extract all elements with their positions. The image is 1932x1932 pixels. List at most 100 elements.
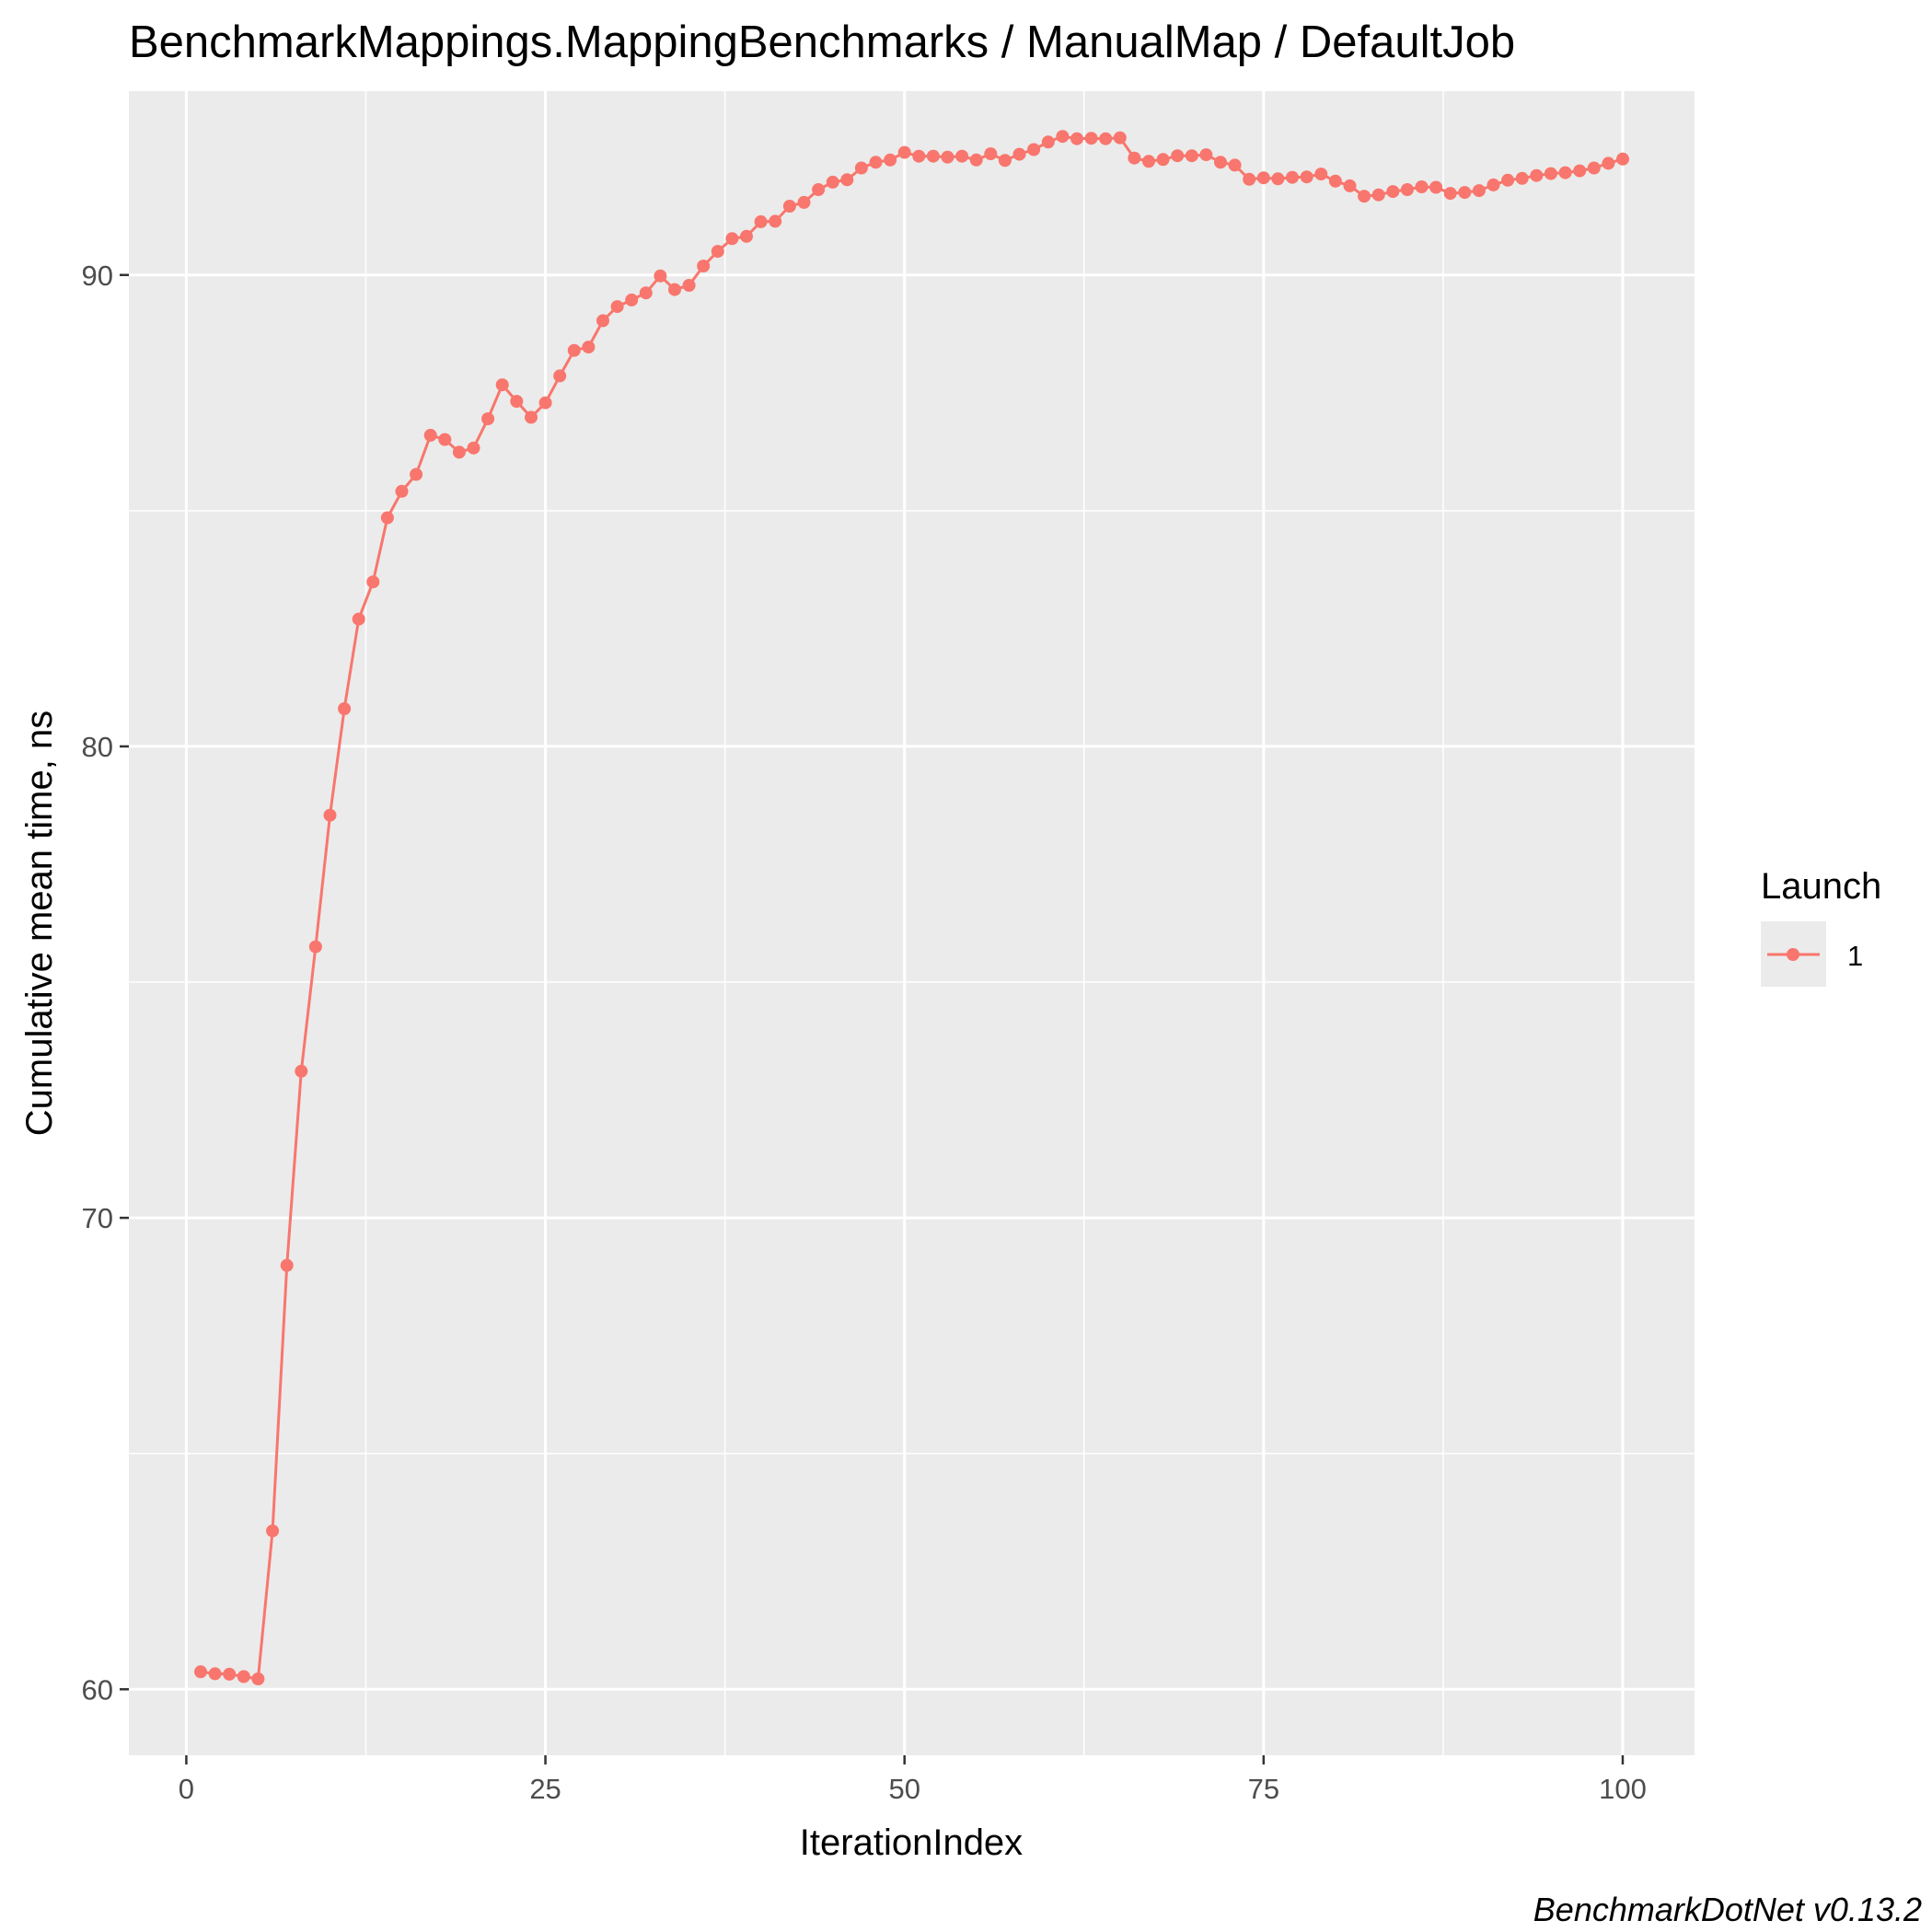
data-point xyxy=(567,343,581,357)
data-point xyxy=(553,369,567,383)
data-point xyxy=(754,214,768,228)
data-point xyxy=(740,229,753,243)
data-point xyxy=(380,511,394,525)
data-point xyxy=(237,1670,250,1683)
data-point xyxy=(1602,156,1615,170)
data-point xyxy=(1070,132,1083,145)
data-point xyxy=(610,300,624,314)
legend: Launch 1 xyxy=(1761,866,1881,987)
data-point xyxy=(495,378,509,392)
series-line-group xyxy=(200,134,1624,1681)
data-point xyxy=(697,260,711,272)
data-point xyxy=(251,1672,265,1685)
data-point xyxy=(1228,158,1242,172)
x-axis-title: IterationIndex xyxy=(800,1822,1023,1863)
data-point xyxy=(481,412,495,425)
data-point xyxy=(1530,168,1544,182)
data-point xyxy=(625,293,639,307)
major-gridlines xyxy=(129,91,1695,1755)
data-point xyxy=(711,245,724,259)
data-point xyxy=(1386,185,1400,199)
data-point xyxy=(1113,131,1127,145)
data-point xyxy=(410,468,423,481)
data-point xyxy=(1558,166,1572,179)
data-point xyxy=(1472,184,1486,198)
data-point xyxy=(1371,188,1385,202)
data-point xyxy=(280,1258,294,1272)
data-point xyxy=(1214,156,1227,169)
data-point xyxy=(423,428,437,442)
data-point xyxy=(1199,148,1213,162)
y-axis: 60 70 80 90 xyxy=(82,260,129,1706)
data-point xyxy=(782,200,796,213)
data-point xyxy=(1128,151,1141,165)
data-point xyxy=(969,153,983,167)
data-point xyxy=(1415,180,1429,193)
data-point xyxy=(1041,135,1055,149)
data-point xyxy=(1343,179,1357,192)
data-point xyxy=(998,154,1012,168)
data-point xyxy=(467,441,480,455)
caption: BenchmarkDotNet v0.13.2 xyxy=(1533,1891,1922,1928)
x-tick-label: 25 xyxy=(529,1773,561,1805)
data-point xyxy=(1012,147,1026,161)
x-tick-label: 75 xyxy=(1248,1773,1279,1805)
data-point xyxy=(812,183,826,196)
data-point xyxy=(438,433,452,446)
data-point xyxy=(223,1667,237,1681)
data-point xyxy=(1300,170,1313,184)
data-point xyxy=(1515,171,1529,185)
data-point xyxy=(869,156,883,169)
data-point xyxy=(1099,132,1113,145)
minor-gridlines xyxy=(129,91,1695,1755)
data-point xyxy=(208,1667,222,1681)
y-tick-label: 70 xyxy=(82,1202,113,1234)
data-point xyxy=(295,1064,308,1078)
data-point xyxy=(1587,161,1601,175)
data-point xyxy=(984,147,998,161)
data-point xyxy=(1443,187,1457,201)
data-point xyxy=(366,575,380,589)
data-point xyxy=(352,612,365,626)
data-point xyxy=(668,283,681,296)
chart-title: BenchmarkMappings.MappingBenchmarks / Ma… xyxy=(129,17,1515,67)
legend-key-point xyxy=(1787,948,1799,961)
data-point xyxy=(1243,172,1256,186)
data-points-group xyxy=(194,130,1629,1685)
x-axis: 0 25 50 75 100 xyxy=(179,1755,1647,1805)
data-point xyxy=(725,232,739,246)
data-point xyxy=(682,279,696,292)
data-point xyxy=(854,161,868,175)
data-point xyxy=(1487,178,1500,191)
data-point xyxy=(1328,174,1342,188)
data-point xyxy=(955,149,969,163)
data-point xyxy=(884,153,897,167)
data-point xyxy=(1027,143,1041,156)
x-tick-label: 0 xyxy=(179,1773,194,1805)
series-line xyxy=(200,134,1624,1681)
data-point xyxy=(525,411,538,424)
data-point xyxy=(596,314,609,328)
data-point xyxy=(1573,164,1587,178)
data-point xyxy=(1400,183,1414,196)
data-point xyxy=(1358,190,1371,203)
data-point xyxy=(1501,173,1515,187)
y-tick-label: 60 xyxy=(82,1673,113,1706)
data-point xyxy=(1056,130,1070,144)
data-point xyxy=(538,396,552,410)
data-point xyxy=(1458,186,1472,200)
data-point xyxy=(510,395,524,408)
y-axis-title: Cumulative mean time, ns xyxy=(19,711,60,1136)
data-point xyxy=(769,214,782,228)
legend-title: Launch xyxy=(1761,866,1881,907)
x-tick-label: 100 xyxy=(1599,1773,1647,1805)
y-tick-label: 90 xyxy=(82,260,113,292)
data-point xyxy=(1544,167,1557,180)
data-point xyxy=(1429,180,1443,194)
data-point xyxy=(1256,171,1270,185)
data-point xyxy=(1314,168,1328,181)
data-point xyxy=(1084,132,1098,145)
x-tick-label: 50 xyxy=(888,1773,920,1805)
data-point xyxy=(1185,149,1198,163)
